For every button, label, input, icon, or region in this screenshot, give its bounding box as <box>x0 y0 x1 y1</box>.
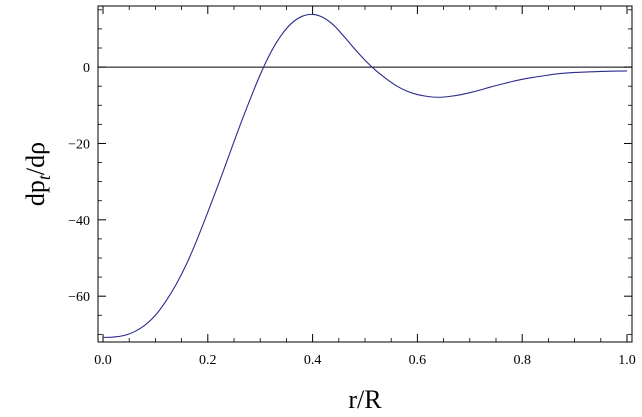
y-axis-label: dpt/dρ <box>21 142 54 206</box>
x-tick-label: 0.4 <box>304 353 322 368</box>
y-axis-ticks: 0 −20 −40 −60 <box>68 61 632 305</box>
x-tick-label: 0.8 <box>513 353 531 368</box>
y-axis-label-subscript: t <box>34 174 54 180</box>
x-tick-label: 1.0 <box>618 353 636 368</box>
x-axis-label: r/R <box>348 385 382 414</box>
x-axis-ticks: 0.0 0.2 0.4 0.6 0.8 1.0 <box>94 6 636 368</box>
series-line <box>102 13 628 338</box>
y-tick-label: −20 <box>68 137 90 152</box>
x-tick-label: 0.2 <box>199 353 217 368</box>
minor-ticks <box>98 6 632 342</box>
y-tick-label: −40 <box>68 214 90 229</box>
y-axis-label-base: dp <box>21 180 50 206</box>
y-tick-label: −60 <box>68 290 90 305</box>
plot-frame <box>97 5 633 343</box>
x-tick-label: 0.0 <box>94 353 112 368</box>
y-axis-label-rest: /dρ <box>21 142 50 175</box>
x-tick-label: 0.6 <box>409 353 427 368</box>
y-tick-label: 0 <box>83 61 90 76</box>
